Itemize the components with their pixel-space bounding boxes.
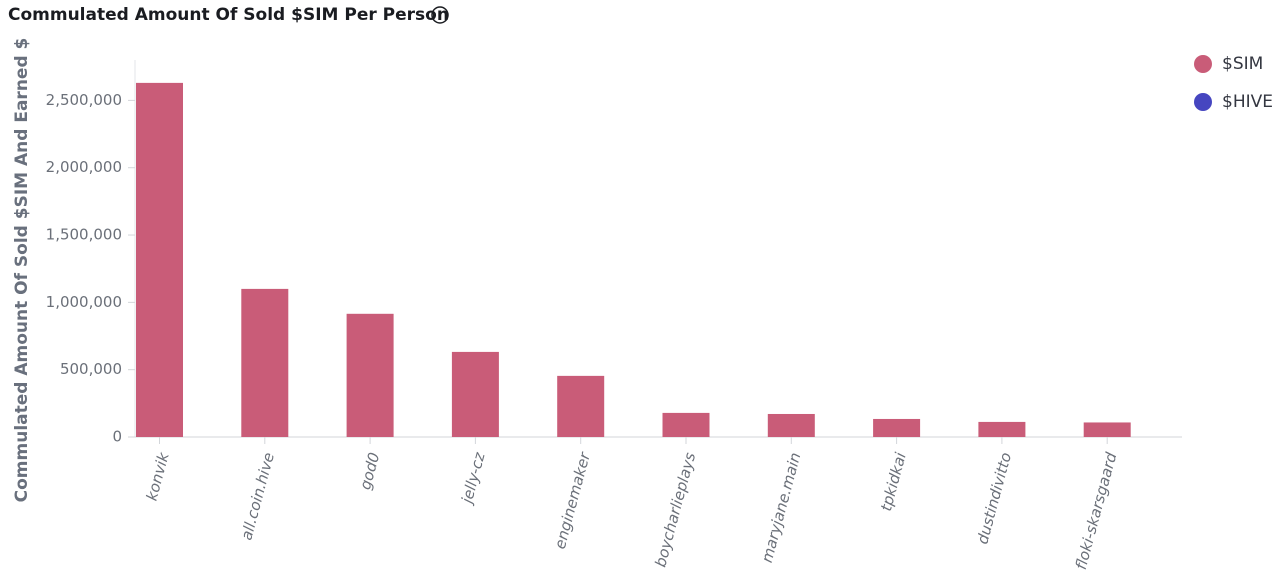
x-tick-label: jelly-cz bbox=[457, 449, 489, 507]
bar bbox=[1083, 422, 1131, 437]
y-tick-label: 1,500,000 bbox=[46, 226, 122, 244]
x-tick-label: floki-skarsgaard bbox=[1072, 450, 1121, 571]
chart-title: Commulated Amount Of Sold $SIM Per Perso… bbox=[8, 5, 449, 25]
legend-label: $HIVE bbox=[1222, 92, 1273, 112]
bar bbox=[451, 351, 499, 437]
bar bbox=[241, 288, 289, 437]
bar bbox=[662, 412, 710, 437]
legend-swatch bbox=[1194, 93, 1212, 111]
x-tick-label: maryjane.main bbox=[758, 451, 805, 565]
y-tick-label: 1,000,000 bbox=[46, 293, 122, 311]
y-tick-label: 0 bbox=[112, 428, 122, 446]
x-tick-label: enginemaker bbox=[551, 450, 594, 551]
bar bbox=[978, 421, 1026, 437]
y-axis-label: Commulated Amount Of Sold $SIM And Earne… bbox=[12, 38, 32, 503]
x-tick-label: konvik bbox=[143, 449, 173, 502]
y-tick-label: 500,000 bbox=[60, 360, 122, 378]
bar bbox=[557, 375, 605, 437]
bar bbox=[346, 313, 394, 437]
bar bbox=[767, 413, 815, 437]
legend-swatch bbox=[1194, 55, 1212, 73]
y-tick-label: 2,500,000 bbox=[46, 91, 122, 109]
info-circle bbox=[431, 6, 449, 24]
x-tick-label: boycharlieplays bbox=[651, 450, 699, 569]
x-tick-label: dustindivitto bbox=[973, 451, 1015, 547]
info-icon[interactable]: i bbox=[431, 6, 449, 24]
x-tick-label: tpkidkai bbox=[877, 450, 910, 513]
legend-label: $SIM bbox=[1222, 54, 1263, 74]
x-tick-label: god0 bbox=[356, 451, 383, 492]
bar bbox=[136, 82, 183, 437]
info-i: i bbox=[438, 9, 442, 22]
bar bbox=[873, 418, 921, 437]
y-tick-label: 2,000,000 bbox=[46, 158, 122, 176]
x-tick-label: all.coin.hive bbox=[237, 451, 278, 543]
